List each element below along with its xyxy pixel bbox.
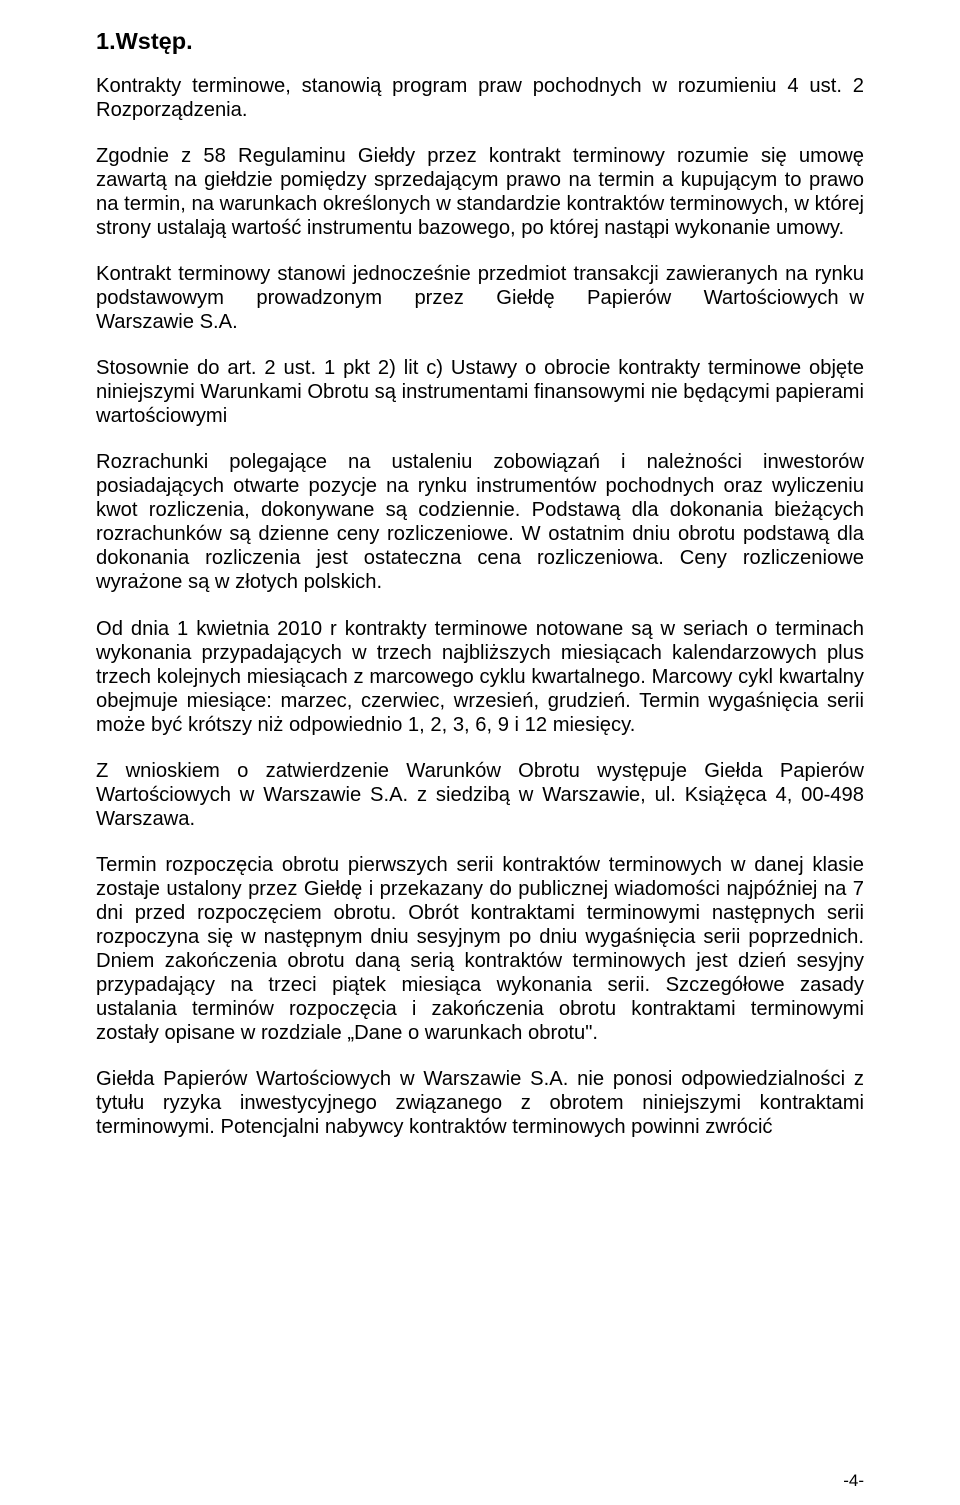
paragraph: Z wnioskiem o zatwierdzenie Warunków Obr… [96,759,864,831]
paragraph: Kontrakty terminowe, stanowią program pr… [96,74,864,122]
paragraph: Rozrachunki polegające na ustaleniu zobo… [96,450,864,594]
document-page: 1.Wstęp. Kontrakty terminowe, stanowią p… [0,0,960,1505]
paragraph: Termin rozpoczęcia obrotu pierwszych ser… [96,853,864,1045]
paragraph: Zgodnie z 58 Regulaminu Giełdy przez kon… [96,144,864,240]
page-number: -4- [843,1471,864,1491]
section-heading: 1.Wstęp. [96,28,864,56]
paragraph: Kontrakt terminowy stanowi jednocześnie … [96,262,864,334]
paragraph: Od dnia 1 kwietnia 2010 r kontrakty term… [96,617,864,737]
paragraph: Giełda Papierów Wartościowych w Warszawi… [96,1067,864,1139]
paragraph: Stosownie do art. 2 ust. 1 pkt 2) lit c)… [96,356,864,428]
